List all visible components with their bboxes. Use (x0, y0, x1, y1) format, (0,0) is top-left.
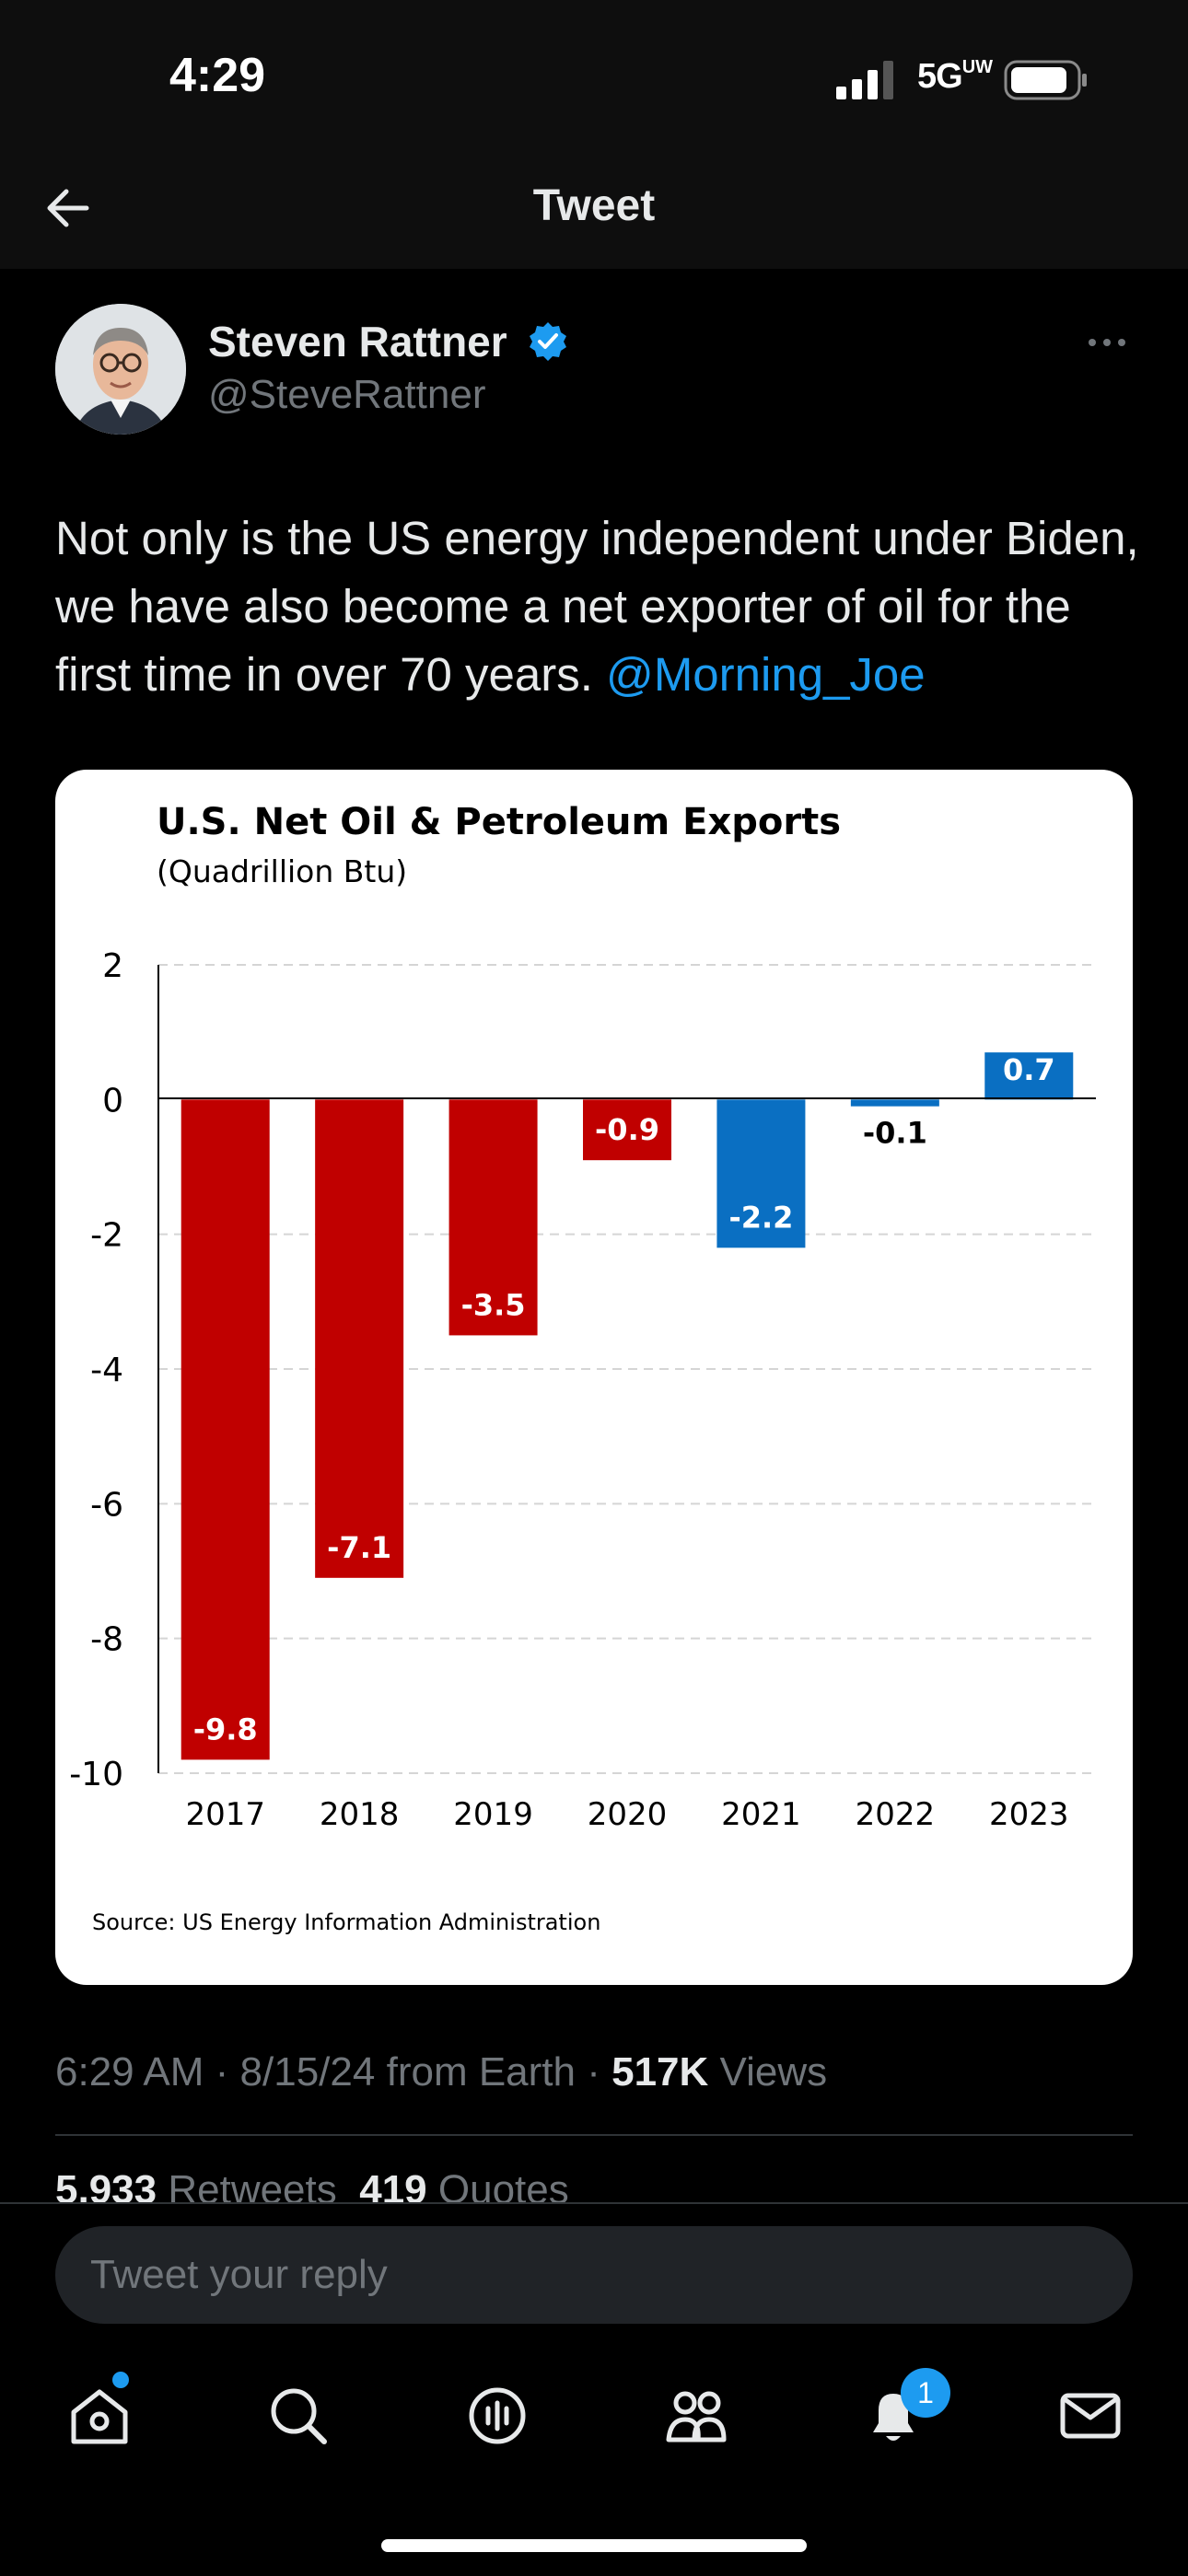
author-name[interactable]: Steven Rattner (208, 318, 507, 366)
bar-2021 (716, 1099, 806, 1248)
author-handle[interactable]: @SteveRattner (208, 372, 486, 417)
messages-icon[interactable] (1055, 2381, 1125, 2451)
tweet-time: 6:29 AM (55, 2049, 204, 2094)
bar-value-label: -0.1 (863, 1116, 927, 1151)
views-count: 517K (611, 2049, 709, 2094)
divider (55, 2134, 1133, 2136)
reply-placeholder: Tweet your reply (90, 2252, 388, 2297)
communities-icon[interactable] (661, 2381, 731, 2451)
home-indicator (381, 2539, 807, 2552)
bar-chart: U.S. Net Oil & Petroleum Exports (Quadri… (69, 801, 1096, 1935)
bar-value-label: -7.1 (327, 1530, 391, 1565)
search-icon[interactable] (263, 2381, 333, 2451)
chart-card[interactable]: U.S. Net Oil & Petroleum Exports (Quadri… (55, 770, 1133, 1985)
spaces-icon[interactable] (462, 2381, 532, 2451)
bar-value-label: 0.7 (1003, 1052, 1055, 1087)
chart-bars: -9.8 -7.1 -3.5 -0.9 -2.2 -0.1 0.7 (181, 1052, 1074, 1760)
x-tick-label: 2017 (185, 1796, 265, 1833)
y-tick-label: 2 (102, 947, 123, 985)
bar-value-label: -2.2 (728, 1200, 793, 1235)
x-axis-ticks: 2017 2018 2019 2020 2021 2022 2023 (185, 1796, 1068, 1833)
x-tick-label: 2018 (320, 1796, 400, 1833)
bar-2022 (850, 1099, 939, 1107)
mention-link[interactable]: @Morning_Joe (606, 648, 926, 701)
tweet-source: from Earth (386, 2049, 576, 2094)
y-tick-label: -2 (90, 1217, 123, 1255)
x-tick-label: 2022 (856, 1796, 936, 1833)
x-tick-label: 2023 (989, 1796, 1069, 1833)
bar-2020 (583, 1099, 671, 1161)
x-tick-label: 2021 (721, 1796, 801, 1833)
avatar-photo (55, 304, 186, 435)
y-tick-label: -4 (90, 1352, 123, 1389)
bar-value-label: -3.5 (461, 1287, 526, 1322)
y-tick-label: -8 (90, 1621, 123, 1659)
bar-2017 (181, 1099, 270, 1760)
verified-badge-icon (530, 322, 566, 361)
tweet-body: Not only is the US energy independent un… (55, 512, 1139, 701)
home-unread-dot (112, 2372, 129, 2388)
more-options-icon[interactable] (1085, 324, 1129, 361)
tweet-metadata: 6:29 AM · 8/15/24 from Earth · 517K View… (55, 2049, 828, 2094)
y-tick-label: 0 (102, 1082, 123, 1120)
y-tick-label: -10 (69, 1756, 123, 1793)
battery-icon (1004, 60, 1087, 100)
network-label: 5GUW (917, 57, 994, 96)
x-tick-label: 2020 (588, 1796, 668, 1833)
views-label: Views (719, 2049, 828, 2094)
bar-2019 (448, 1099, 538, 1336)
reply-input[interactable]: Tweet your reply (55, 2226, 1133, 2324)
status-time: 4:29 (169, 49, 266, 102)
bar-value-label: -0.9 (595, 1112, 659, 1147)
tweet-text: Not only is the US energy independent un… (55, 505, 1142, 709)
chart-title: U.S. Net Oil & Petroleum Exports (157, 801, 841, 843)
chart-gridlines (158, 964, 1096, 1774)
chart-source: Source: US Energy Information Administra… (92, 1909, 600, 1935)
avatar[interactable] (55, 304, 186, 435)
home-icon[interactable] (64, 2381, 134, 2451)
y-tick-label: -6 (90, 1486, 123, 1524)
chart-subtitle: (Quadrillion Btu) (157, 853, 407, 889)
y-axis-ticks: 2 0 -2 -4 -6 -8 -10 (69, 947, 123, 1793)
bar-value-label: -9.8 (193, 1712, 258, 1746)
x-tick-label: 2019 (453, 1796, 533, 1833)
signal-icon (836, 61, 893, 99)
bar-2023 (984, 1052, 1074, 1100)
tweet-date: 8/15/24 (239, 2049, 376, 2094)
bar-2018 (315, 1099, 404, 1578)
top-bar (0, 0, 1188, 269)
page-title: Tweet (532, 181, 656, 230)
notifications-badge: 1 (901, 2368, 950, 2418)
back-arrow-icon[interactable] (41, 180, 96, 236)
